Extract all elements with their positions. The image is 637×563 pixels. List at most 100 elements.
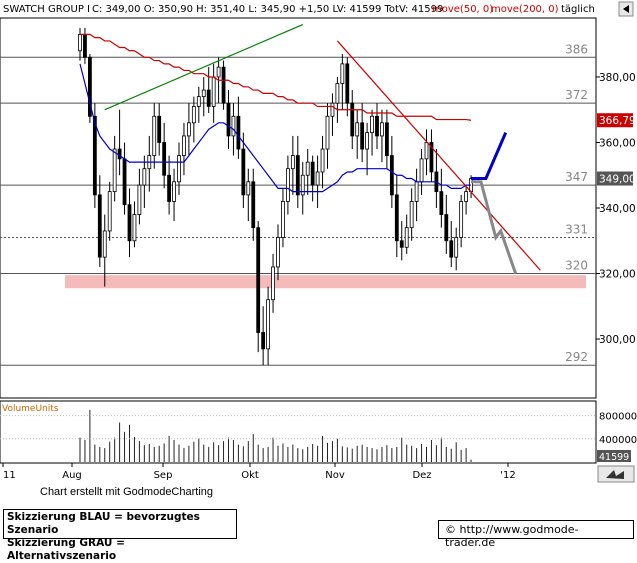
candle [355, 109, 360, 159]
candle [107, 181, 112, 241]
candle [454, 227, 459, 271]
header-ma50-label: move(50, 0) [432, 4, 493, 15]
candle [112, 135, 117, 202]
candle-body [365, 132, 370, 150]
candle [335, 76, 340, 123]
x-tick-label: Dez [412, 470, 431, 481]
candle [370, 109, 374, 156]
candle-body [350, 102, 355, 137]
candle [191, 96, 196, 143]
chart-background [0, 0, 637, 550]
candle-body [271, 266, 275, 301]
candle [142, 155, 147, 208]
candle [201, 76, 206, 117]
candle [271, 253, 275, 313]
candle [404, 214, 409, 254]
candle-body [261, 332, 266, 350]
candle [464, 185, 469, 215]
volume-last-value: 41599 [599, 452, 629, 463]
candle [266, 286, 271, 366]
candle-body [459, 201, 464, 238]
uptrend-line [104, 24, 303, 111]
volume-last-badge [597, 450, 631, 462]
volume-tick-label: 800000 [599, 412, 637, 423]
candle-body [380, 122, 384, 137]
x-tick-label: '12 [500, 470, 515, 481]
candle-body [251, 181, 256, 229]
price-axis-labels: 386 372 347 331 320 292 300,00 320,00 340,00 360,… [565, 42, 636, 364]
candle [459, 194, 464, 248]
candle-body [281, 201, 285, 238]
candle-body [241, 148, 246, 196]
candle-body [152, 115, 157, 156]
candle-body [196, 96, 201, 107]
candle [375, 103, 379, 150]
candle-body [320, 148, 325, 173]
candle-body [107, 191, 112, 232]
candle-body [449, 240, 454, 258]
ma200-badge-bg [597, 113, 633, 128]
scenario-blue-path [471, 132, 508, 181]
chart-credit: Chart erstellt mit GodmodeCharting [40, 486, 214, 498]
candle-body [112, 148, 117, 193]
candle [320, 135, 325, 189]
y-tick-label: 360,00 [599, 137, 636, 149]
candle-body [419, 158, 424, 183]
candle-body [315, 171, 320, 186]
candle-body [78, 33, 82, 52]
candle [88, 54, 92, 123]
candle-body [305, 161, 310, 176]
candle [102, 214, 107, 287]
scenario-legend: Skizzierung BLAU = bevorzugtes Szenario … [3, 509, 237, 562]
candle-body [389, 155, 394, 196]
x-tick-label: Nov [325, 470, 345, 481]
candle [295, 135, 300, 208]
candle-body [162, 142, 167, 176]
candle [399, 221, 404, 261]
volume-tick-label: 400000 [599, 435, 637, 446]
source-link[interactable]: © http://www.godmode-trader.de [438, 520, 634, 549]
candle-body [177, 155, 181, 183]
volume-bars-layer [79, 409, 472, 462]
candle-body [454, 237, 459, 258]
x-tick-label: Sep [154, 470, 173, 481]
candle-body [384, 122, 389, 156]
scroll-left-icon[interactable] [618, 1, 634, 17]
candle [167, 155, 172, 215]
candle-body [340, 63, 345, 84]
candle-body [142, 168, 147, 186]
candle-body [290, 155, 295, 170]
candle-body [409, 201, 414, 229]
header-title: SWATCH GROUP I [3, 4, 90, 15]
nav-icon[interactable] [597, 465, 635, 483]
candle-body [122, 158, 127, 206]
candle-body [399, 240, 404, 248]
candle [137, 168, 142, 225]
y-tick-label: 340,00 [599, 203, 636, 215]
candle [305, 149, 310, 195]
candle [310, 155, 315, 202]
level-label: 331 [565, 222, 588, 236]
candle-body [355, 122, 360, 137]
level-label: 347 [565, 170, 588, 184]
last-price-badge-bg [597, 171, 633, 186]
candle-body [439, 191, 444, 215]
level-label: 292 [565, 350, 588, 364]
candle [325, 103, 330, 169]
candle-body [429, 142, 434, 173]
candle-body [102, 230, 107, 258]
support-zone-layer [65, 275, 586, 289]
scenario-grey-path [471, 180, 518, 275]
candle [300, 162, 305, 215]
candle [221, 60, 226, 110]
candle-body [330, 102, 335, 117]
candle [226, 90, 231, 150]
legend-blue-text: Skizzierung BLAU = bevorzugtes Szenario [7, 511, 200, 536]
price-panel: 386 372 347 331 320 292 300,00 320,00 340,00 360,… [0, 17, 636, 399]
candle-body [444, 214, 449, 242]
level-label: 372 [565, 88, 588, 102]
price-chart: 386 372 347 331 320 292 300,00 320,00 340,00 360,… [0, 0, 637, 550]
candle [429, 129, 434, 182]
time-axis: 11 Aug Sep Okt Nov Dez '12 [0, 462, 596, 481]
volume-axis-labels: 400000 800000 [0, 412, 637, 446]
